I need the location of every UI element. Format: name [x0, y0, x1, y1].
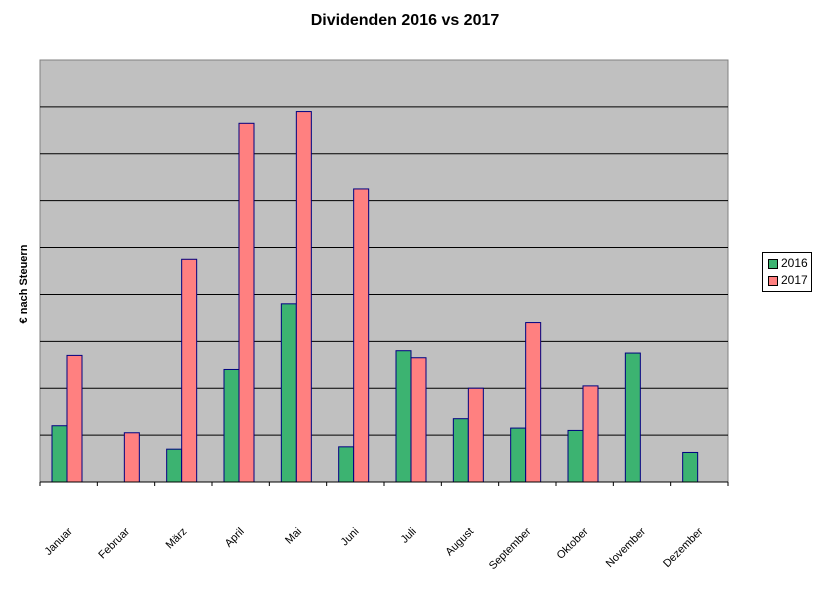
x-tick-label: August [443, 526, 476, 559]
bar-2017-mai [295, 111, 312, 483]
legend-swatch-2016 [768, 258, 778, 269]
bar-2016-januar [51, 425, 68, 483]
chart-title: Dividenden 2016 vs 2017 [310, 12, 500, 29]
legend-item-2017: 2017 [768, 273, 808, 287]
x-tick-label: Oktober [555, 525, 591, 561]
x-tick-label: September [487, 525, 534, 572]
bar-2017-januar [66, 354, 83, 483]
gridlines [40, 106, 728, 436]
x-tick-label: Juni [339, 526, 362, 549]
bar-2017-juli [410, 357, 427, 483]
legend-label-2017: 2017 [781, 273, 808, 287]
bar-2016-juli [395, 350, 412, 483]
x-axis-ticks [39, 482, 729, 486]
x-tick-label: März [164, 526, 190, 552]
legend-item-2016: 2016 [768, 256, 808, 270]
x-axis-labels: Januar Februar März April Mai Juni Juli August S… [43, 525, 706, 572]
plot-area [39, 59, 729, 483]
bar-2017-juni [353, 188, 370, 483]
bar-2016-dezember [682, 451, 699, 483]
bar-2017-august [467, 387, 484, 483]
bar-2017-oktober [582, 385, 599, 483]
bar-2017-september [525, 322, 542, 483]
x-tick-label: Dezember [661, 525, 706, 570]
bar-2017-februar [123, 432, 140, 483]
bar-2017-märz [181, 258, 198, 483]
bar-2016-oktober [567, 429, 584, 483]
bar-2016-august [452, 418, 469, 483]
x-tick-label: Juli [399, 526, 419, 546]
legend: 2016 2017 [762, 252, 812, 292]
bar-2016-märz [166, 448, 183, 483]
legend-label-2016: 2016 [781, 256, 808, 270]
x-tick-label: Januar [43, 525, 76, 558]
bar-2016-juni [338, 446, 355, 483]
legend-swatch-2017 [768, 275, 778, 286]
x-tick-label: April [223, 526, 247, 550]
x-tick-label: Februar [96, 525, 132, 561]
bars [51, 111, 699, 483]
bar-2017-april [238, 122, 255, 483]
x-tick-label: Mai [283, 526, 304, 547]
bar-2016-september [510, 427, 527, 483]
bar-2016-mai [280, 303, 297, 483]
bar-2016-november [624, 352, 641, 483]
x-tick-label: November [604, 525, 649, 570]
bar-2016-april [223, 368, 240, 483]
